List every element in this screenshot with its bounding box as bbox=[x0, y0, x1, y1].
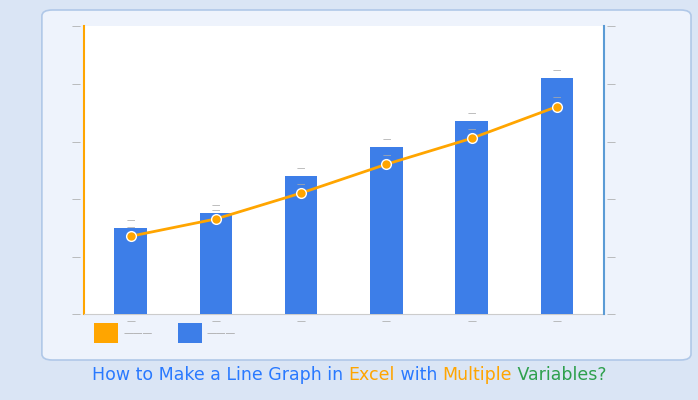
Text: —: — bbox=[553, 93, 561, 102]
Text: How to Make a Line Graph in: How to Make a Line Graph in bbox=[91, 366, 348, 384]
Text: —: — bbox=[126, 223, 135, 232]
Text: ———: ——— bbox=[207, 328, 236, 338]
Text: —: — bbox=[211, 201, 220, 210]
Bar bbox=[370, 147, 403, 314]
Bar bbox=[200, 213, 232, 314]
Text: —: — bbox=[297, 180, 305, 189]
Text: ———: ——— bbox=[123, 328, 152, 338]
Text: —: — bbox=[383, 135, 391, 144]
Text: —: — bbox=[468, 125, 476, 134]
Text: Excel: Excel bbox=[348, 366, 394, 384]
Bar bbox=[114, 228, 147, 314]
Bar bbox=[178, 323, 202, 343]
Text: Variables?: Variables? bbox=[512, 366, 607, 384]
Bar bbox=[285, 176, 318, 314]
FancyBboxPatch shape bbox=[42, 10, 691, 360]
Text: —: — bbox=[211, 206, 220, 215]
Text: Multiple: Multiple bbox=[443, 366, 512, 384]
Text: with: with bbox=[394, 366, 443, 384]
Text: —: — bbox=[297, 164, 305, 173]
Text: —: — bbox=[553, 66, 561, 75]
Bar bbox=[455, 121, 488, 314]
Bar bbox=[94, 323, 118, 343]
Text: —: — bbox=[126, 216, 135, 225]
Bar bbox=[541, 78, 573, 314]
Text: —: — bbox=[468, 109, 476, 118]
Text: —: — bbox=[383, 151, 391, 160]
Bar bbox=[84, 26, 604, 314]
